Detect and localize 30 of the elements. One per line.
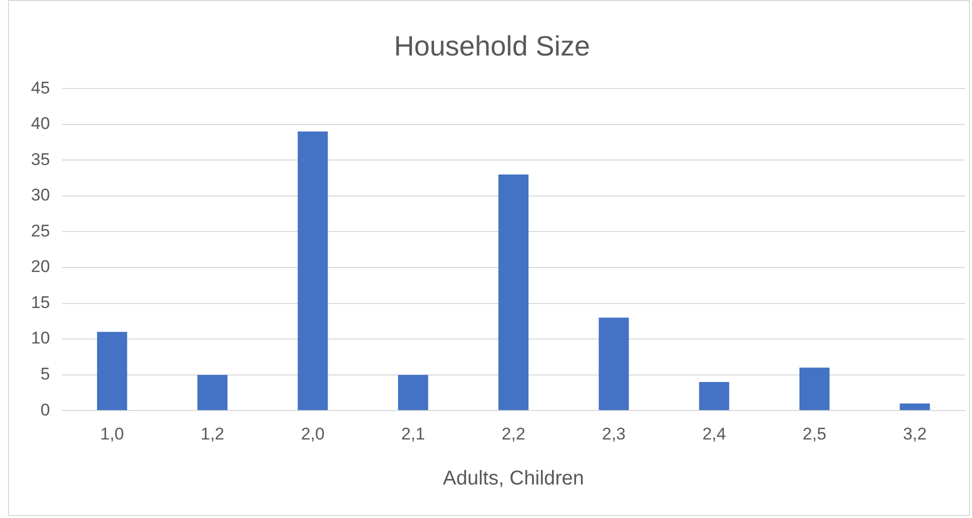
x-tick-label: 2,5 — [802, 424, 826, 444]
bar — [298, 132, 328, 410]
bar — [799, 368, 830, 410]
y-tick-label: 30 — [30, 186, 50, 205]
y-tick-label: 25 — [30, 221, 50, 240]
bar — [900, 403, 930, 410]
x-tick-label: 2,4 — [702, 424, 726, 444]
x-tick-label: 2,0 — [300, 424, 325, 444]
y-tick-label: 35 — [30, 150, 50, 169]
bar — [197, 374, 228, 410]
y-tick-label: 45 — [30, 78, 50, 98]
y-tick-label: 10 — [30, 328, 50, 348]
y-tick-label: 40 — [30, 114, 50, 134]
bar — [398, 374, 428, 410]
y-tick-label: 5 — [40, 364, 50, 384]
x-tick-label: 2,1 — [401, 424, 425, 444]
y-tick-label: 15 — [30, 292, 50, 312]
bar — [699, 382, 730, 410]
bar — [498, 174, 529, 410]
x-tick-label: 2,3 — [602, 424, 626, 444]
x-tick-label: 1,2 — [200, 424, 224, 444]
bar — [97, 332, 128, 410]
x-tick-label: 2,2 — [502, 424, 526, 444]
y-tick-label: 0 — [40, 400, 50, 420]
x-axis-title: Adults, Children — [442, 468, 584, 490]
x-tick-label: 1,0 — [100, 424, 124, 444]
y-tick-label: 20 — [30, 257, 50, 276]
bar — [598, 318, 629, 410]
chart-title: Household Size — [394, 30, 590, 62]
x-tick-label: 3,2 — [903, 424, 927, 444]
